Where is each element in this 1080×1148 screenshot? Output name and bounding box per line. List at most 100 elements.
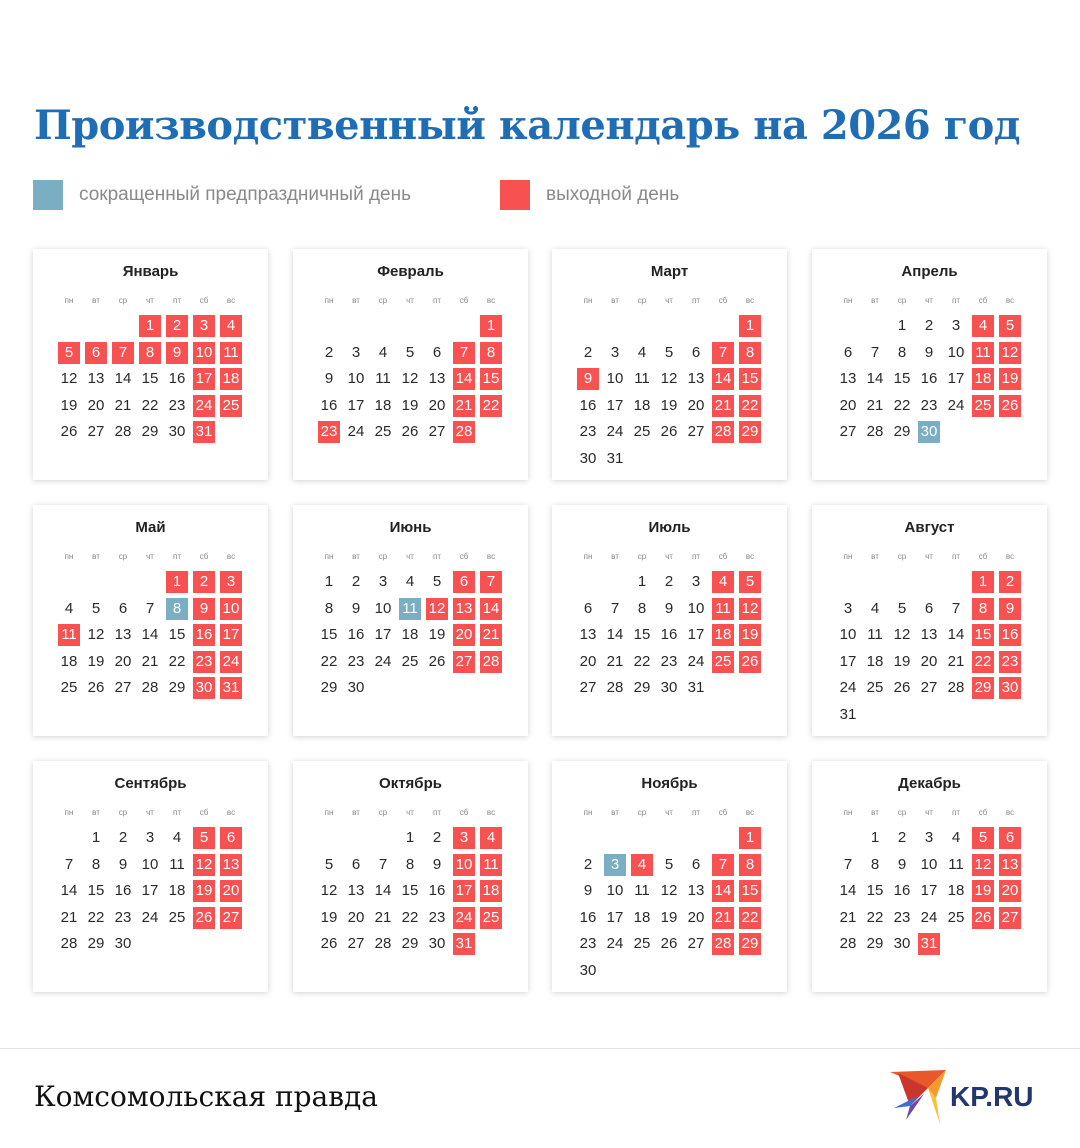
weekday-label: пт	[952, 808, 960, 817]
holiday-swatch	[500, 180, 530, 210]
work-day: 5	[664, 343, 674, 361]
work-day: 3	[691, 573, 701, 590]
month-name: Февраль	[377, 263, 444, 280]
work-day: 14	[839, 882, 857, 900]
month-card: Октябрь пн вт ср чт пт сб вс 1 2 3 4 5 6 7 8 9 10 11 12 13 14…	[293, 761, 528, 992]
holiday-day: 13	[999, 853, 1021, 876]
legend-holiday: выходной день	[500, 180, 679, 210]
holiday-day: 23	[193, 650, 215, 673]
weekday-label: пн	[583, 296, 593, 305]
holiday-day: 9	[166, 341, 188, 364]
work-day: 23	[168, 396, 186, 414]
work-day: 29	[168, 679, 186, 697]
holiday-day: 29	[739, 421, 761, 444]
weekday-label: вт	[871, 808, 879, 817]
work-day: 24	[374, 652, 392, 670]
weekday-label: пн	[64, 552, 74, 561]
holiday-day: 24	[193, 394, 215, 417]
work-day: 19	[660, 396, 678, 414]
weekday-label: пт	[433, 808, 441, 817]
holiday-day: 7	[712, 341, 734, 364]
weekday-label: ср	[378, 808, 388, 817]
month-card: Июнь пн вт ср чт пт сб вс 1 2 3 4 5 6 7 8 9 10 11 12 13 14 15 1…	[293, 505, 528, 736]
weekday-label: пн	[583, 808, 593, 817]
work-day: 11	[634, 370, 650, 388]
work-day: 22	[141, 396, 159, 414]
work-day: 26	[401, 423, 419, 441]
work-day: 7	[870, 343, 880, 361]
holiday-day: 9	[193, 597, 215, 620]
logo-text: KP.RU	[950, 1081, 1034, 1112]
work-day: 15	[141, 370, 159, 388]
work-day: 9	[432, 855, 442, 873]
work-day: 23	[579, 423, 597, 441]
weekday-label: чт	[925, 296, 933, 305]
holiday-day: 10	[453, 853, 475, 876]
weekday-label: сб	[459, 552, 469, 561]
holiday-day: 23	[318, 421, 340, 444]
work-day: 22	[168, 652, 186, 670]
holiday-day: 4	[972, 315, 994, 337]
work-day: 8	[870, 855, 880, 873]
work-day: 23	[114, 908, 132, 926]
holiday-day: 13	[220, 853, 242, 876]
work-day: 9	[324, 370, 334, 388]
work-day: 30	[579, 450, 597, 467]
work-day: 19	[893, 652, 911, 670]
work-day: 23	[660, 652, 678, 670]
holiday-day: 13	[453, 597, 475, 620]
weekday-label: пн	[843, 552, 853, 561]
work-day: 5	[91, 599, 101, 617]
work-day: 10	[947, 343, 965, 361]
holiday-day: 21	[480, 624, 502, 647]
weekday-label: сб	[718, 296, 728, 305]
weekday-label: ср	[637, 808, 647, 817]
work-day: 7	[951, 599, 961, 617]
work-day: 9	[351, 599, 361, 617]
work-day: 20	[114, 652, 132, 670]
work-day: 12	[87, 626, 105, 644]
work-day: 26	[428, 652, 446, 670]
work-day: 1	[91, 829, 101, 846]
work-day: 13	[687, 370, 705, 388]
weekday-label: пт	[952, 296, 960, 305]
holiday-day: 22	[739, 394, 761, 417]
work-day: 30	[114, 935, 132, 953]
work-day: 27	[920, 679, 938, 697]
work-day: 5	[432, 573, 442, 590]
work-day: 22	[866, 908, 884, 926]
month-card: Апрель пн вт ср чт пт сб вс 1 2 3 4 5 6 7 8 9 10 11 12 13 14 1…	[812, 249, 1047, 480]
holiday-day: 12	[426, 597, 448, 620]
work-day: 19	[320, 908, 338, 926]
holiday-day: 5	[58, 341, 80, 364]
work-day: 29	[866, 935, 884, 953]
work-day: 28	[839, 935, 857, 953]
weekday-label: чт	[146, 808, 154, 817]
weekday-label: ср	[118, 296, 128, 305]
work-day: 24	[606, 423, 624, 441]
short-day: 11	[399, 597, 421, 620]
work-day: 19	[87, 652, 105, 670]
work-day: 5	[897, 599, 907, 617]
work-day: 20	[579, 652, 597, 670]
weekday-label: вт	[611, 552, 619, 561]
work-day: 27	[839, 423, 857, 441]
work-day: 22	[401, 908, 419, 926]
work-day: 13	[687, 882, 705, 900]
weekday-label: вс	[226, 552, 236, 561]
weekday-label: сб	[718, 552, 728, 561]
work-day: 18	[633, 908, 651, 926]
work-day: 10	[141, 855, 159, 873]
month-card: Сентябрь пн вт ср чт пт сб вс 1 2 3 4 5 6 7 8 9 10 11 12 13 1…	[33, 761, 268, 992]
work-day: 25	[866, 679, 884, 697]
month-card: Февраль пн вт ср чт пт сб вс 1 2 3 4 5 6 7 8 9 10 11 12 13 14…	[293, 249, 528, 480]
work-day: 20	[687, 396, 705, 414]
work-day: 10	[374, 599, 392, 617]
weekday-label: вс	[745, 808, 755, 817]
holiday-day: 2	[193, 571, 215, 593]
work-day: 11	[867, 626, 883, 644]
work-day: 24	[606, 935, 624, 953]
holiday-day: 8	[480, 341, 502, 364]
work-day: 7	[145, 599, 155, 617]
work-day: 22	[633, 652, 651, 670]
